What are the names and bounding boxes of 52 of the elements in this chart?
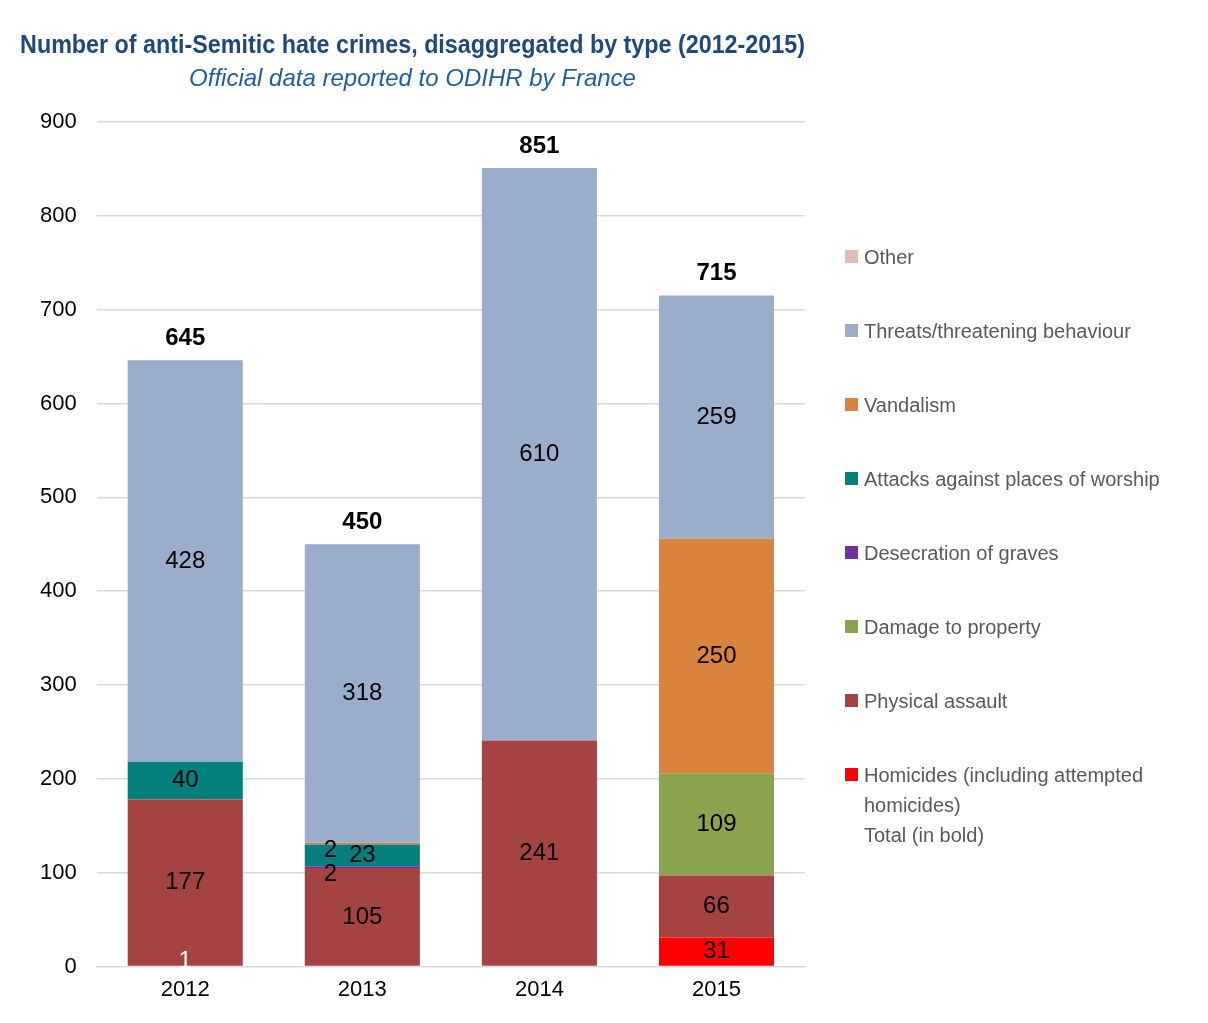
y-tick-label: 700 [39, 295, 77, 321]
legend-label: Other [864, 245, 915, 270]
bar [658, 295, 775, 539]
data-label: 40 [171, 765, 199, 793]
y-tick-label: 900 [39, 108, 77, 134]
legend-label: Damage to property [864, 615, 1041, 640]
y-tick-label: 600 [39, 389, 77, 415]
data-label: 109 [696, 809, 737, 837]
x-tick-label: 2013 [337, 975, 387, 1001]
bar [658, 773, 775, 876]
text: Total (in bold) [864, 823, 985, 848]
bar [481, 740, 597, 966]
data-label: 31 [703, 936, 730, 964]
data-label: 428 [165, 545, 206, 573]
total-label: 450 [342, 506, 383, 534]
bar [127, 762, 243, 800]
total-label: 645 [165, 322, 206, 350]
legend-label: Threats/threatening behaviour [864, 319, 1131, 344]
data-label: 66 [703, 891, 730, 919]
data-label: 259 [696, 401, 737, 429]
data-label: 177 [165, 867, 206, 895]
y-tick-label: 0 [64, 952, 77, 978]
bar [658, 937, 775, 966]
total-label: 851 [519, 130, 560, 158]
y-tick-label: 800 [39, 201, 77, 227]
x-tick-label: 2015 [691, 975, 741, 1001]
data-label: 241 [519, 837, 560, 865]
bar [658, 538, 775, 774]
legend-label: Physical assault [864, 689, 1008, 714]
chart-title: Number of anti-Semitic hate crimes, disaggregated by type (2012-2015) [20, 29, 805, 59]
y-tick-label: 300 [39, 671, 77, 697]
legend-label: Attacks against places of worship [864, 467, 1160, 492]
data-label: 250 [696, 640, 737, 668]
y-tick-label: 500 [39, 483, 77, 509]
bar [658, 875, 775, 938]
bar [127, 799, 243, 966]
data-label: 610 [519, 438, 560, 466]
chart-subtitle: Official data reported to ODIHR by France [189, 64, 636, 92]
data-label: 105 [342, 901, 383, 929]
x-tick-label: 2012 [160, 975, 210, 1001]
legend-label: Desecration of graves [864, 541, 1059, 566]
y-tick-label: 100 [39, 858, 77, 884]
x-tick-label: 2014 [514, 975, 564, 1001]
legend-label: Homicides (including attempted homicides) [864, 763, 1145, 818]
data-label: 318 [342, 678, 383, 706]
total-label: 715 [696, 258, 737, 286]
y-tick-label: 200 [39, 764, 77, 790]
bar [481, 167, 597, 741]
legend-label: Vandalism [864, 393, 956, 418]
data-label: 23 [348, 840, 376, 868]
bar [127, 360, 243, 763]
y-tick-label: 400 [39, 577, 77, 603]
